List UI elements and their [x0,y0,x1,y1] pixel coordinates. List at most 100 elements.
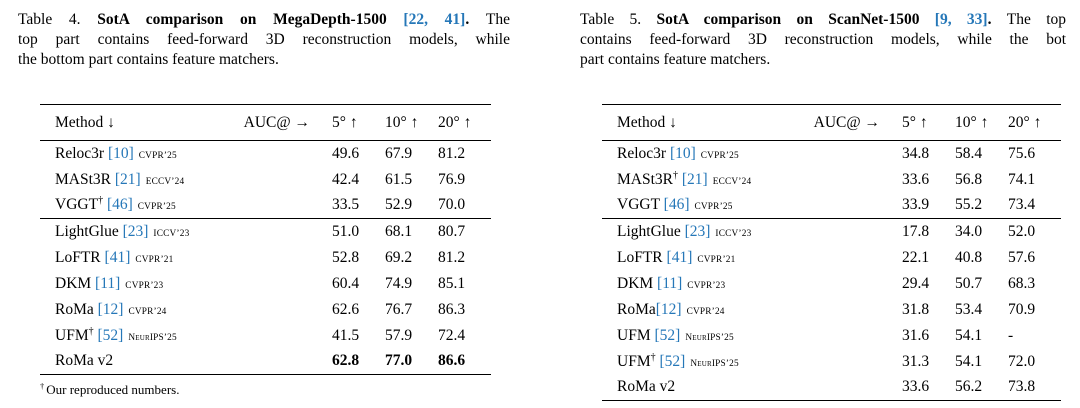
citation-link[interactable]: [10] [107,144,134,162]
value-cell: 53.4 [955,300,983,318]
method-cell: LoFTR [41] CVPR’21 [40,245,332,271]
col-header-5deg: 5° ↑ [332,113,358,131]
value-cell: 80.7 [438,222,466,240]
value-cell: 67.9 [385,144,413,162]
method-name: DKM [617,274,654,292]
method-name: MASt3R [55,170,111,188]
table-row: UFM [52] NeurIPS’25 31.6 54.1 - [602,323,1061,349]
citation-link[interactable]: [41] [666,248,693,266]
value-cell: 34.8 [902,144,930,162]
value-cell: 70.9 [1008,300,1036,318]
caption-text: . [465,11,486,28]
citation-link[interactable]: [9, 33] [934,11,988,28]
method-name: Reloc3r [617,144,667,162]
dagger-superscript: † [650,351,656,363]
table-row: LoFTR [41] CVPR’21 52.8 69.2 81.2 [40,245,491,271]
caption-text: The [485,11,511,28]
value-cell: 55.2 [955,196,983,214]
venue-label: NeurIPS’25 [128,332,177,343]
method-cell: DKM [11] CVPR’23 [40,271,332,297]
table-row: RoMa v2 62.8 77.0 86.6 [40,349,491,375]
caption-text: top part contains feed-forward 3D recons… [18,31,510,48]
citation-link[interactable]: [23] [684,222,711,240]
value-cell: 52.0 [1008,222,1036,240]
value-cell: 33.6 [902,378,930,396]
citation-link[interactable]: [12] [655,300,682,318]
dagger-superscript: † [98,195,104,207]
method-cell: DKM [11] CVPR’23 [602,271,902,297]
value-cell: 34.0 [955,222,983,240]
value-cell: 76.9 [438,170,466,188]
citation-link[interactable]: [12] [97,300,124,318]
value-cell: 22.1 [902,248,930,266]
value-cell: 41.5 [332,326,360,344]
venue-label: ICCV’23 [153,228,190,239]
table-row: LoFTR [41] CVPR’21 22.1 40.8 57.6 [602,245,1061,271]
value-cell: 86.3 [438,300,466,318]
venue-label: ICCV’23 [715,228,752,239]
citation-link[interactable]: [46] [663,196,690,214]
value-cell: 17.8 [902,222,930,240]
method-cell: RoMa v2 [602,375,902,401]
matchers-section: LightGlue [23] ICCV’23 17.8 34.0 52.0 LoFTR [… [602,218,1061,401]
value-cell: 54.1 [955,352,983,370]
venue-label: CVPR’25 [700,150,739,161]
value-cell: 68.1 [385,222,413,240]
method-cell: LoFTR [41] CVPR’21 [602,245,902,271]
table-row: MASt3R† [21] ECCV’24 33.6 56.8 74.1 [602,167,1061,193]
value-cell: - [1008,326,1014,344]
method-cell: VGGT† [46] CVPR’25 [40,193,332,219]
venue-label: CVPR’24 [128,306,167,317]
dagger-superscript: † [40,380,45,391]
citation-link[interactable]: [10] [669,144,696,162]
method-header-cell: Method ↓ AUC@ → [602,105,902,141]
citation-link[interactable]: [11] [95,274,121,292]
method-cell: UFM [52] NeurIPS’25 [602,323,902,349]
citation-link[interactable]: [22, 41] [403,11,466,28]
citation-link[interactable]: [52] [97,326,124,344]
value-cell: 56.2 [955,378,983,396]
value-cell: 62.8 [332,352,360,370]
table-row: LightGlue [23] ICCV’23 51.0 68.1 80.7 [40,219,491,245]
method-name: LightGlue [617,222,681,240]
table-row: LightGlue [23] ICCV’23 17.8 34.0 52.0 [602,219,1061,245]
caption-text: SotA comparison on MegaDepth-1500 [97,11,404,28]
method-cell: LightGlue [23] ICCV’23 [602,219,902,245]
method-name: DKM [55,274,92,292]
citation-link[interactable]: [21] [114,170,141,188]
venue-label: NeurIPS’25 [685,332,734,343]
col-header-10deg: 10° ↑ [955,113,989,131]
col-header-5deg: 5° ↑ [902,113,928,131]
method-cell: VGGT [46] CVPR’25 [602,193,902,219]
dagger-superscript: † [88,325,94,337]
value-cell: 74.9 [385,274,413,292]
value-cell: 86.6 [438,352,466,370]
method-cell: MASt3R [21] ECCV’24 [40,167,332,193]
citation-link[interactable]: [23] [122,222,149,240]
method-name: RoMa [617,300,656,318]
venue-label: ECCV’24 [712,176,752,187]
footnote-text: Our reproduced numbers. [46,382,180,397]
value-cell: 85.1 [438,274,466,292]
value-cell: 51.0 [332,222,360,240]
table-row: RoMa[12] CVPR’24 31.8 53.4 70.9 [602,297,1061,323]
caption-line: top part contains feed-forward 3D recons… [18,30,510,50]
citation-link[interactable]: [46] [106,196,133,214]
caption-line: Table 5. SotA comparison on ScanNet-1500… [580,10,1066,30]
method-name: LightGlue [55,222,119,240]
value-cell: 75.6 [1008,144,1036,162]
feedforward-section: Reloc3r [10] CVPR’25 49.6 67.9 81.2 MASt3R [2… [40,141,491,219]
value-cell: 81.2 [438,248,466,266]
value-cell: 57.9 [385,326,413,344]
citation-link[interactable]: [11] [657,274,683,292]
citation-link[interactable]: [52] [654,326,681,344]
table4-block: Table 4. SotA comparison on MegaDepth-15… [18,10,510,398]
value-cell: 58.4 [955,144,983,162]
auc-header: AUC@ → [243,113,310,131]
citation-link[interactable]: [52] [659,352,686,370]
value-cell: 60.4 [332,274,360,292]
citation-link[interactable]: [21] [681,170,708,188]
method-name: Reloc3r [55,144,105,162]
auc-header: AUC@ → [813,113,880,131]
citation-link[interactable]: [41] [104,248,131,266]
